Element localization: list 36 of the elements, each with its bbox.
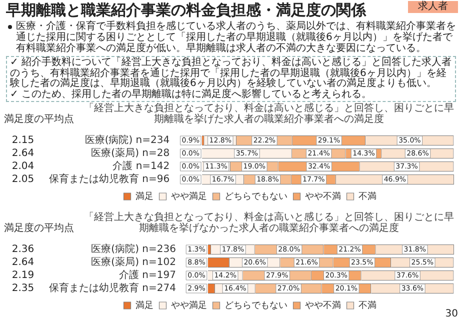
text: 満足度の平均点 [3,222,75,234]
text: 求人者 [408,1,458,13]
legend-label: どちらでもない [224,192,288,202]
legend-label: やや不満 [304,190,341,202]
y-tick-label: 介護 n=197 [119,269,176,282]
legend-label: 不満 [358,300,376,311]
y-tick-label: 介護 n=142 [112,160,170,172]
legend-label: やや満足 [170,300,207,311]
legend-label: やや不満 [304,300,341,311]
text: ✓ このため、採用した者の早期離職は特に満足度へ影響していると考えられる。 [10,88,373,100]
legend-label: やや満足 [170,190,207,202]
y-tick-label: 保育または幼児教育 n=96 [48,173,170,186]
text: 満足度の平均点 [3,114,75,125]
legend-label: 満足 [135,190,154,202]
y-tick-label: 医療(薬局) n=28 [91,147,170,160]
text: 医療・介護・保育で手数料負担を感じている求人者のうち、薬局以外では、有料職業紹介事業者を通じた採用に関する困りごととして「採用した者の早期退職（就職後6ヶ月以内）」を挙げた者で有料職業紹介事業への満足度が低い。早期離職は求人者の不満の大きな要因になっている。 [16,21,456,54]
chart-title: 「経営上大きな負担となっており、料金は高いと感じる」と回答し、困りごとに早期離職を挙げた求人者の職業紹介事業者への満足度 [83,103,455,125]
y-tick-label: 医療(病院) n=236 [91,243,176,256]
text: 2.04 [12,161,34,172]
legend-label: 満足 [135,300,154,311]
text: 2.36 [12,244,34,256]
legend-label: どちらでもない [224,300,288,311]
text: 2.05 [12,174,34,186]
chart-title: 「経営上大きな負担となっており、料金は高いと感じる」と回答し、困りごとに早期離職を挙げなかった求人者の職業紹介事業者への満足度 [83,212,455,234]
text: 30 [445,308,458,320]
legend-label: 不満 [358,190,376,202]
text: 2.19 [12,270,34,282]
y-tick-label: 保育または幼児教育 n=274 [49,282,176,294]
text: 2.64 [12,148,34,160]
text: 2.15 [12,135,34,146]
text: 早期離職と職業紹介事業の料金負担感・満足度の関係 [6,1,366,20]
y-tick-label: 医療(薬局) n=102 [91,256,176,268]
y-tick-label: 医療(病院) n=234 [84,134,170,146]
text: 2.35 [12,283,34,294]
text: ✓ 紹介手数料について「経営上大きな負担となっており、料金は高いと感じる」と回答した求人者のうち、有料職業紹介事業者を通じた採用で「採用した者の早期退職（就職後6ヶ月以内）」を経験した者の満足度は、早期退職（就職後6ヶ月以内）を経験していない者の満足度よりも低い。 [10,57,452,89]
text: 2.64 [12,257,34,268]
